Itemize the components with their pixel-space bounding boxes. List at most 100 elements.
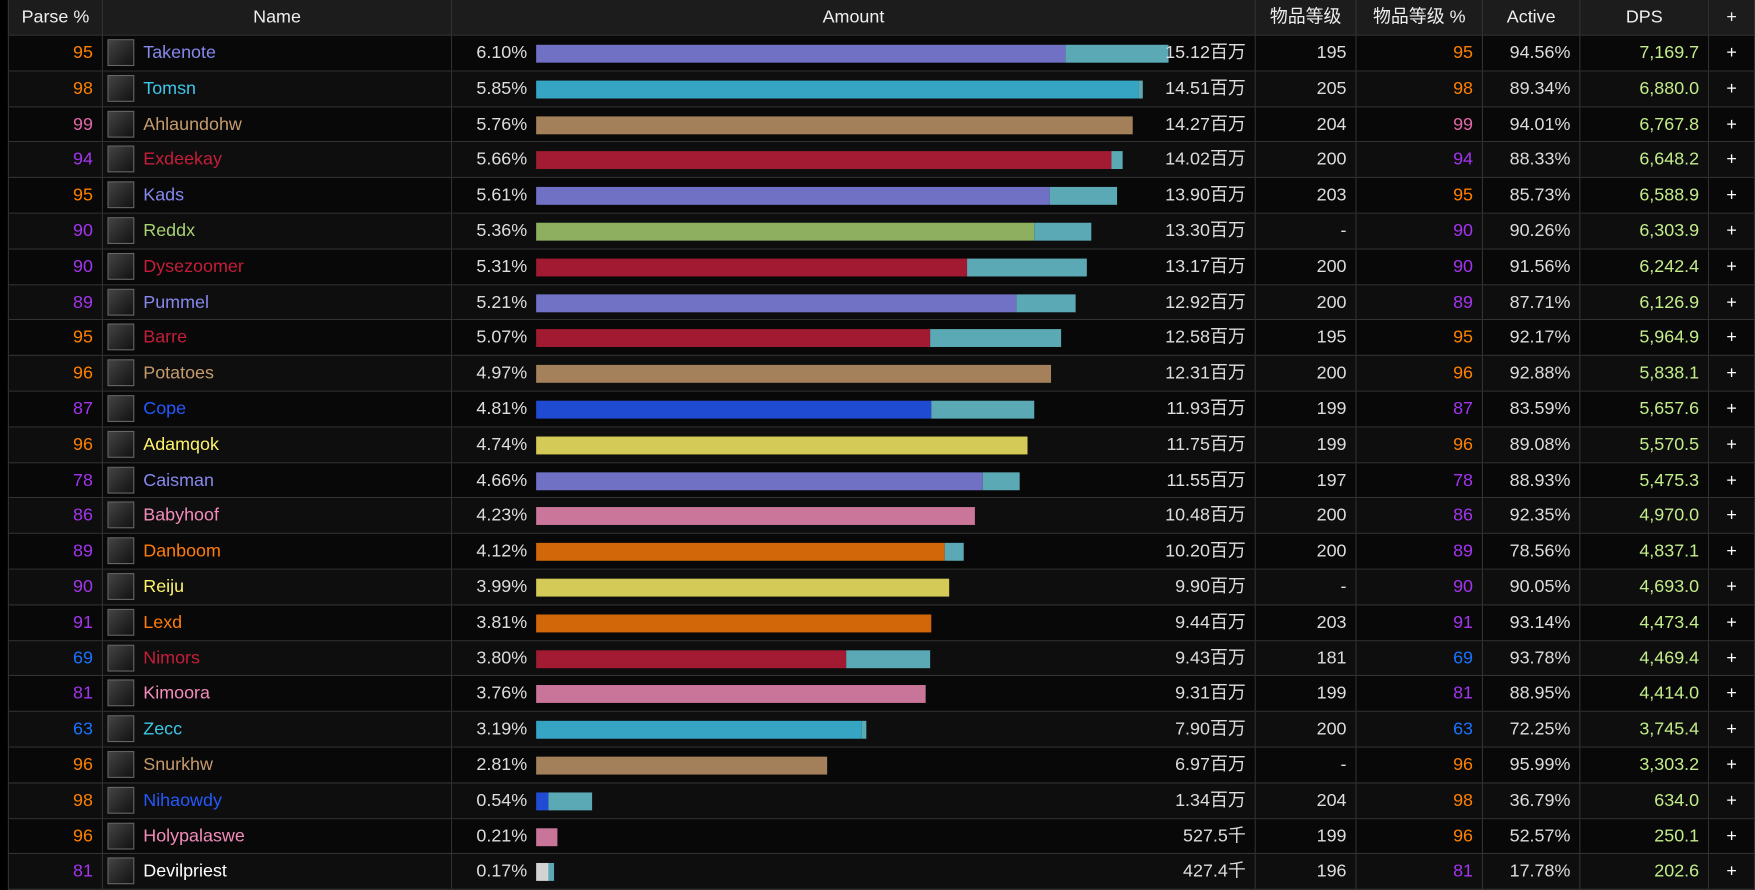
class-icon xyxy=(107,822,135,850)
dps: 6,767.8 xyxy=(1580,106,1710,143)
amount-percent: 3.99% xyxy=(476,577,528,597)
amount-value: 7.90百万 xyxy=(1175,719,1246,739)
expand-button[interactable]: + xyxy=(1709,676,1755,713)
player-name[interactable]: Nihaowdy xyxy=(143,791,222,811)
amount-cell: 3.76% 9.31百万 xyxy=(452,676,1256,713)
player-name[interactable]: Tomsn xyxy=(143,79,197,99)
expand-button[interactable]: + xyxy=(1709,71,1755,107)
name-cell: Nihaowdy xyxy=(102,783,453,819)
name-cell: Kimoora xyxy=(102,676,453,713)
amount-cell: 4.66% 11.55百万 xyxy=(452,462,1256,499)
expand-button[interactable]: + xyxy=(1709,249,1755,285)
column-header[interactable]: + xyxy=(1709,0,1755,36)
pet-bar-segment xyxy=(1034,222,1092,241)
item-level: 200 xyxy=(1255,712,1357,748)
expand-button[interactable]: + xyxy=(1709,818,1755,855)
item-level: 199 xyxy=(1255,391,1357,428)
expand-button[interactable]: + xyxy=(1709,391,1755,428)
amount-value: 427.4千 xyxy=(1183,862,1246,882)
dps: 202.6 xyxy=(1580,854,1710,890)
expand-button[interactable]: + xyxy=(1709,356,1755,392)
class-icon xyxy=(107,145,135,173)
amount-value: 14.02百万 xyxy=(1165,150,1246,170)
expand-button[interactable]: + xyxy=(1709,35,1755,72)
player-name[interactable]: Pummel xyxy=(143,292,209,312)
expand-button[interactable]: + xyxy=(1709,854,1755,890)
class-icon xyxy=(107,537,135,565)
name-cell: Nimors xyxy=(102,640,453,677)
player-name[interactable]: Babyhoof xyxy=(143,506,219,526)
player-name[interactable]: Lexd xyxy=(143,613,183,633)
parse-cell: 86 xyxy=(7,498,103,535)
item-level-percent: 96 xyxy=(1356,818,1484,855)
bar-segment xyxy=(536,436,1028,455)
player-name[interactable]: Snurkhw xyxy=(143,755,213,775)
expand-button[interactable]: + xyxy=(1709,320,1755,357)
player-name[interactable]: Reiju xyxy=(143,577,185,597)
expand-button[interactable]: + xyxy=(1709,534,1755,570)
dps: 4,469.4 xyxy=(1580,640,1710,677)
amount-value: 10.20百万 xyxy=(1165,541,1246,561)
expand-button[interactable]: + xyxy=(1709,142,1755,179)
player-name[interactable]: Reddx xyxy=(143,221,196,241)
player-name[interactable]: Devilpriest xyxy=(143,862,227,882)
expand-button[interactable]: + xyxy=(1709,640,1755,677)
parse-cell: 87 xyxy=(7,391,103,428)
amount-cell: 5.85% 14.51百万 xyxy=(452,71,1256,107)
item-level-percent: 87 xyxy=(1356,391,1484,428)
name-cell: Adamqok xyxy=(102,427,453,463)
player-name[interactable]: Adamqok xyxy=(143,435,219,455)
expand-button[interactable]: + xyxy=(1709,605,1755,641)
player-name[interactable]: Barre xyxy=(143,328,188,348)
class-icon xyxy=(107,644,135,672)
amount-cell: 3.80% 9.43百万 xyxy=(452,640,1256,677)
amount-cell: 2.81% 6.97百万 xyxy=(452,747,1256,784)
expand-button[interactable]: + xyxy=(1709,462,1755,499)
item-level: 195 xyxy=(1255,35,1357,72)
player-name[interactable]: Holypalaswe xyxy=(143,826,245,846)
expand-button[interactable]: + xyxy=(1709,106,1755,143)
amount-cell: 5.76% 14.27百万 xyxy=(452,106,1256,143)
amount-percent: 3.81% xyxy=(476,613,528,633)
player-name[interactable]: Dysezoomer xyxy=(143,257,244,277)
expand-button[interactable]: + xyxy=(1709,178,1755,214)
player-name[interactable]: Kads xyxy=(143,186,185,206)
expand-button[interactable]: + xyxy=(1709,427,1755,463)
expand-button[interactable]: + xyxy=(1709,284,1755,321)
item-level: 204 xyxy=(1255,783,1357,819)
player-name[interactable]: Danboom xyxy=(143,541,221,561)
player-name[interactable]: Cope xyxy=(143,399,187,419)
dps: 5,964.9 xyxy=(1580,320,1710,357)
player-name[interactable]: Kimoora xyxy=(143,684,210,704)
item-level: 205 xyxy=(1255,71,1357,107)
active-percent: 90.26% xyxy=(1483,213,1581,250)
active-percent: 92.88% xyxy=(1483,356,1581,392)
item-level: 196 xyxy=(1255,854,1357,890)
pet-bar-segment xyxy=(1138,80,1143,99)
amount-cell: 0.54% 1.34百万 xyxy=(452,783,1256,819)
parse-cell: 95 xyxy=(7,178,103,214)
expand-button[interactable]: + xyxy=(1709,712,1755,748)
amount-value: 11.55百万 xyxy=(1166,470,1246,490)
name-cell: Dysezoomer xyxy=(102,249,453,285)
amount-percent: 5.66% xyxy=(476,150,528,170)
amount-value: 11.93百万 xyxy=(1166,399,1246,419)
parse-cell: 96 xyxy=(7,427,103,463)
expand-button[interactable]: + xyxy=(1709,498,1755,535)
player-name[interactable]: Zecc xyxy=(143,719,183,739)
player-name[interactable]: Exdeekay xyxy=(143,150,222,170)
amount-value: 9.44百万 xyxy=(1175,613,1246,633)
amount-cell: 4.23% 10.48百万 xyxy=(452,498,1256,535)
player-name[interactable]: Ahlaundohw xyxy=(143,114,242,134)
expand-button[interactable]: + xyxy=(1709,569,1755,606)
expand-button[interactable]: + xyxy=(1709,783,1755,819)
player-name[interactable]: Nimors xyxy=(143,648,200,668)
player-name[interactable]: Takenote xyxy=(143,43,216,63)
active-percent: 85.73% xyxy=(1483,178,1581,214)
expand-button[interactable]: + xyxy=(1709,747,1755,784)
expand-button[interactable]: + xyxy=(1709,213,1755,250)
player-name[interactable]: Caisman xyxy=(143,470,214,490)
name-cell: Babyhoof xyxy=(102,498,453,535)
amount-percent: 4.12% xyxy=(476,541,528,561)
player-name[interactable]: Potatoes xyxy=(143,363,214,384)
